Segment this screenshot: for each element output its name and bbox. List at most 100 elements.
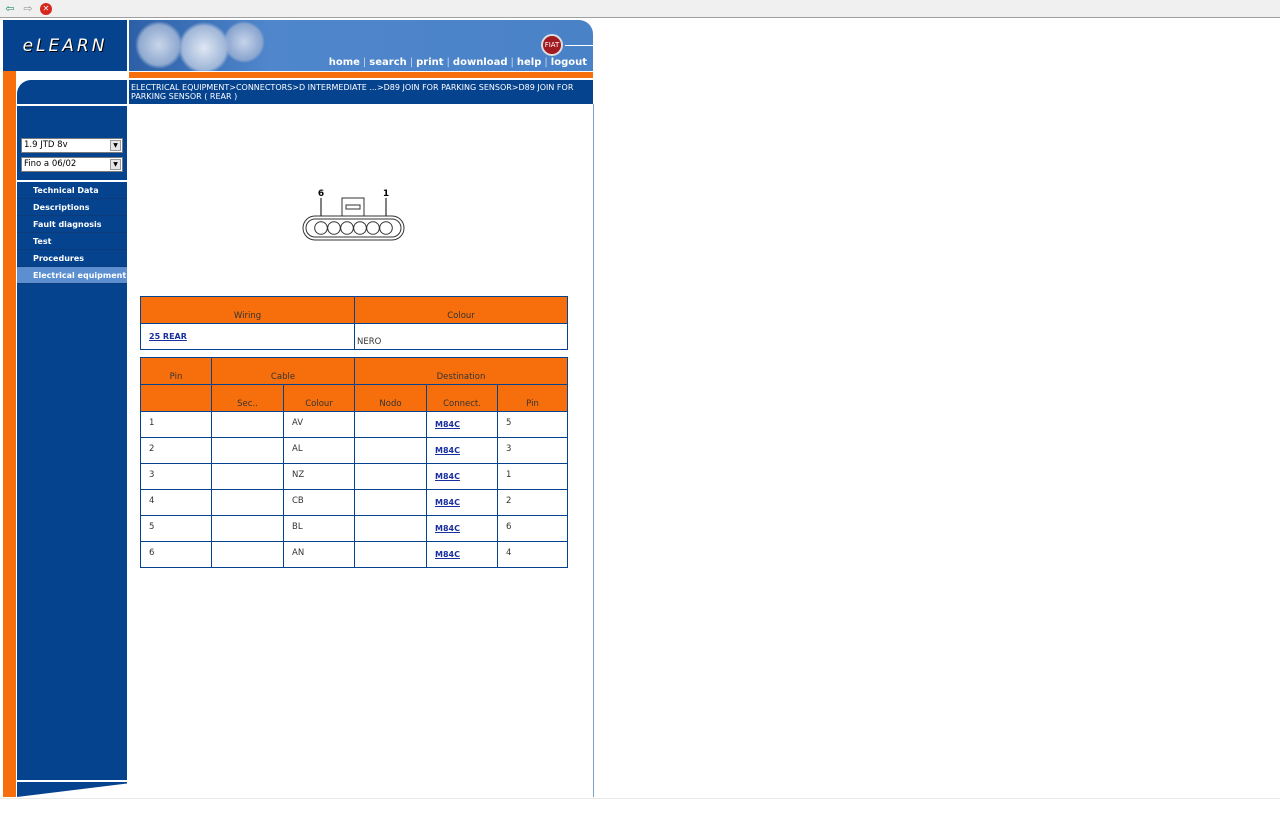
header-pin: Pin <box>140 357 212 385</box>
nav-print[interactable]: print <box>416 57 444 68</box>
subheader-pin: Pin <box>497 384 568 412</box>
cell-dest-pin: 1 <box>497 463 568 490</box>
banner-photo <box>129 20 269 71</box>
cell-dest-pin: 6 <box>497 515 568 542</box>
wiring-table: Wiring Colour 25 REAR NERO <box>140 296 568 350</box>
cell-nodo <box>354 489 427 516</box>
cell-colour: AL <box>283 437 355 464</box>
cell-connect: M84C <box>426 489 498 516</box>
nav-download[interactable]: download <box>452 57 508 68</box>
top-nav: home | search | print | download | help | logout <box>328 57 587 68</box>
cell-colour: NZ <box>283 463 355 490</box>
subheader-connect: Connect. <box>426 384 498 412</box>
pin-table: Pin Cable Destination Sec.. Colour Nodo … <box>140 357 568 568</box>
cell-nodo <box>354 411 427 438</box>
cell-pin: 1 <box>140 411 212 438</box>
sidebar-menu: Technical Data Descriptions Fault diagno… <box>17 180 127 284</box>
cell-connect: M84C <box>426 411 498 438</box>
sidebar: 1.9 JTD 8v ▼ Fino a 06/02 ▼ Technical Data… <box>17 106 127 780</box>
cell-pin: 2 <box>140 437 212 464</box>
header-cable: Cable <box>211 357 355 385</box>
elearn-logo: eLEARN <box>3 20 127 71</box>
table-row: 3 NZ M84C 1 <box>140 463 568 490</box>
cell-connect: M84C <box>426 515 498 542</box>
table-row: 6 AN M84C 4 <box>140 541 568 568</box>
connector-pin <box>340 221 354 235</box>
sidebar-item-technical-data[interactable]: Technical Data <box>17 182 127 199</box>
cell-sec <box>211 411 284 438</box>
header-wiring: Wiring <box>140 296 355 324</box>
connector-link[interactable]: M84C <box>435 472 460 481</box>
table-row: 4 CB M84C 2 <box>140 489 568 516</box>
engine-select-value: 1.9 JTD 8v <box>24 140 68 150</box>
nav-help[interactable]: help <box>516 57 542 68</box>
nav-logout[interactable]: logout <box>550 57 587 68</box>
sidebar-item-test[interactable]: Test <box>17 233 127 250</box>
subheader-sec: Sec.. <box>211 384 284 412</box>
connector-link[interactable]: M84C <box>435 446 460 455</box>
sidebar-item-electrical-equipment[interactable]: Electrical equipment <box>17 267 127 284</box>
cell-sec <box>211 541 284 568</box>
cell-sec <box>211 515 284 542</box>
header-destination: Destination <box>354 357 568 385</box>
cell-nodo <box>354 541 427 568</box>
left-orange-strip <box>3 20 16 797</box>
sidebar-item-procedures[interactable]: Procedures <box>17 250 127 267</box>
cell-pin: 6 <box>140 541 212 568</box>
connector-pin <box>353 221 367 235</box>
cell-connect: M84C <box>426 463 498 490</box>
cell-dest-pin: 3 <box>497 437 568 464</box>
wiring-link[interactable]: 25 REAR <box>149 332 187 341</box>
connector-pin <box>379 221 393 235</box>
content-border <box>593 104 594 797</box>
cell-connect: M84C <box>426 437 498 464</box>
cell-sec <box>211 489 284 516</box>
chevron-down-icon[interactable]: ▼ <box>110 159 121 170</box>
cell-colour: AV <box>283 411 355 438</box>
connector-link[interactable]: M84C <box>435 550 460 559</box>
date-select-value: Fino a 06/02 <box>24 159 77 169</box>
table-row: 5 BL M84C 6 <box>140 515 568 542</box>
connector-pin <box>327 221 341 235</box>
divider <box>0 798 1280 799</box>
subheader-colour: Colour <box>283 384 355 412</box>
back-arrow-icon[interactable]: ⇦ <box>5 1 15 15</box>
engine-select[interactable]: 1.9 JTD 8v ▼ <box>21 138 123 153</box>
cell-nodo <box>354 515 427 542</box>
connector-link[interactable]: M84C <box>435 498 460 507</box>
date-select[interactable]: Fino a 06/02 ▼ <box>21 157 123 172</box>
cell-sec <box>211 437 284 464</box>
cell-nodo <box>354 463 427 490</box>
cell-nodo <box>354 437 427 464</box>
cell-colour: AN <box>283 541 355 568</box>
connector-link[interactable]: M84C <box>435 420 460 429</box>
breadcrumb: ELECTRICAL EQUIPMENT>CONNECTORS>D INTERM… <box>129 80 593 104</box>
chevron-down-icon[interactable]: ▼ <box>110 140 121 151</box>
cell-pin: 3 <box>140 463 212 490</box>
pin-label-6: 6 <box>318 189 324 199</box>
sidebar-item-fault-diagnosis[interactable]: Fault diagnosis <box>17 216 127 233</box>
stop-icon[interactable]: ✕ <box>40 2 52 15</box>
cell-colour: CB <box>283 489 355 516</box>
cell-pin: 4 <box>140 489 212 516</box>
cell-dest-pin: 2 <box>497 489 568 516</box>
connector-pin <box>366 221 380 235</box>
cell-sec <box>211 463 284 490</box>
cell-dest-pin: 4 <box>497 541 568 568</box>
sidebar-bottom <box>17 782 127 797</box>
subheader-blank <box>140 384 212 412</box>
nav-search[interactable]: search <box>369 57 407 68</box>
browser-toolbar: ⇦ ⇨ ✕ <box>0 0 1280 18</box>
wiring-colour: NERO <box>354 323 568 350</box>
fiat-logo: FIAT <box>541 34 563 56</box>
pin-label-1: 1 <box>383 189 389 199</box>
nav-home[interactable]: home <box>328 57 360 68</box>
sidebar-item-descriptions[interactable]: Descriptions <box>17 199 127 216</box>
connector-diagram: 6 1 <box>302 189 405 241</box>
subheader-nodo: Nodo <box>354 384 427 412</box>
connector-pin <box>314 221 328 235</box>
divider <box>565 45 593 46</box>
table-row: 2 AL M84C 3 <box>140 437 568 464</box>
forward-arrow-icon[interactable]: ⇨ <box>23 1 33 15</box>
connector-link[interactable]: M84C <box>435 524 460 533</box>
